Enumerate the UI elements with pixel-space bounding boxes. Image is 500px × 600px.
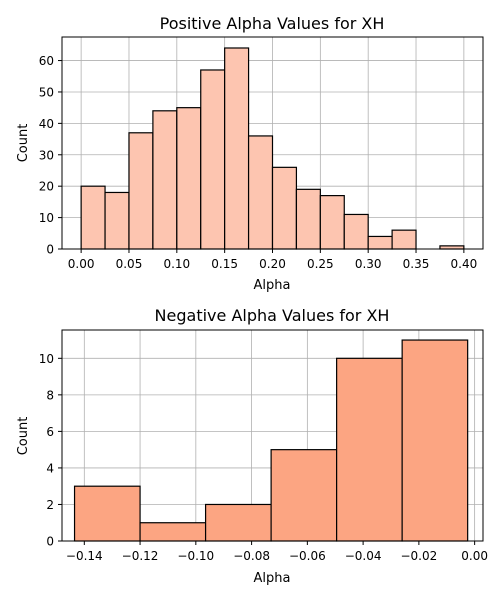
- negative-alpha-histogram: Negative Alpha Values for XH Count Alpha…: [16, 306, 488, 586]
- y-axis-label: Count: [16, 417, 31, 456]
- x-tick-label: −0.06: [289, 549, 326, 563]
- histogram-bar: [336, 357, 403, 542]
- y-tick-label: 6: [46, 425, 54, 439]
- y-tick-label: 2: [46, 498, 54, 512]
- y-tick-label: 20: [39, 180, 54, 194]
- y-axis-label: Count: [16, 124, 31, 163]
- histogram-bar: [200, 69, 226, 250]
- x-tick-label: 0.10: [163, 257, 190, 271]
- x-axis-label: Alpha: [254, 571, 291, 586]
- y-tick-label: 0: [46, 535, 54, 549]
- y-tick-label: 60: [39, 54, 54, 68]
- chart-title: Negative Alpha Values for XH: [155, 306, 390, 325]
- histogram-bar: [295, 188, 321, 250]
- histogram-bar: [224, 47, 250, 250]
- histogram-bar: [367, 235, 393, 250]
- x-tick-label: 0.00: [68, 257, 95, 271]
- bars: [80, 47, 465, 250]
- x-tick-label: −0.12: [122, 549, 159, 563]
- histogram-bar: [152, 110, 178, 250]
- y-tick-label: 40: [39, 117, 54, 131]
- y-tick-label: 0: [46, 243, 54, 257]
- axes: 0.00 0.05 0.10 0.15 0.20 0.25 0.30 0.35 0.40 0 10 2…: [39, 36, 484, 271]
- x-tick-label: −0.02: [400, 549, 437, 563]
- x-tick-label: 0.35: [403, 257, 430, 271]
- histogram-bar: [104, 191, 130, 250]
- x-tick-label: 0.05: [116, 257, 143, 271]
- axes-frame: [61, 329, 484, 542]
- histogram-bar: [176, 107, 202, 250]
- x-tick-label: −0.14: [66, 549, 103, 563]
- bars: [73, 339, 469, 542]
- histogram-bar: [319, 195, 345, 250]
- chart-title: Positive Alpha Values for XH: [160, 14, 385, 33]
- x-tick-label: −0.10: [177, 549, 214, 563]
- axes: −0.14 −0.12 −0.10 −0.08 −0.06 −0.04 −0.02 0.00 0…: [39, 329, 488, 563]
- y-tick-label: 4: [46, 461, 54, 475]
- histogram-bar: [73, 485, 141, 542]
- histogram-bar: [270, 449, 338, 542]
- y-tick-label: 10: [39, 352, 54, 366]
- x-tick-label: 0.30: [355, 257, 382, 271]
- histogram-bar: [80, 185, 106, 250]
- x-tick-label: 0.00: [461, 549, 488, 563]
- x-tick-label: −0.04: [345, 549, 382, 563]
- x-tick-label: 0.40: [451, 257, 478, 271]
- histogram-bar: [128, 132, 154, 250]
- histogram-bar: [391, 229, 417, 250]
- histogram-bar: [247, 135, 274, 250]
- positive-alpha-histogram: Positive Alpha Values for XH Count Alpha…: [16, 14, 484, 293]
- x-tick-label: 0.25: [307, 257, 334, 271]
- histogram-bar: [401, 339, 469, 542]
- histogram-bar: [204, 503, 272, 542]
- x-axis-label: Alpha: [254, 278, 291, 293]
- x-tick-label: −0.08: [233, 549, 270, 563]
- y-tick-label: 10: [39, 211, 54, 225]
- y-tick-label: 30: [39, 148, 54, 162]
- y-tick-label: 8: [46, 388, 54, 402]
- x-tick-label: 0.20: [259, 257, 286, 271]
- y-tick-label: 50: [39, 85, 54, 99]
- histogram-bar: [139, 522, 207, 542]
- x-tick-label: 0.15: [211, 257, 238, 271]
- histogram-bar: [271, 166, 298, 250]
- histogram-bar: [343, 213, 369, 250]
